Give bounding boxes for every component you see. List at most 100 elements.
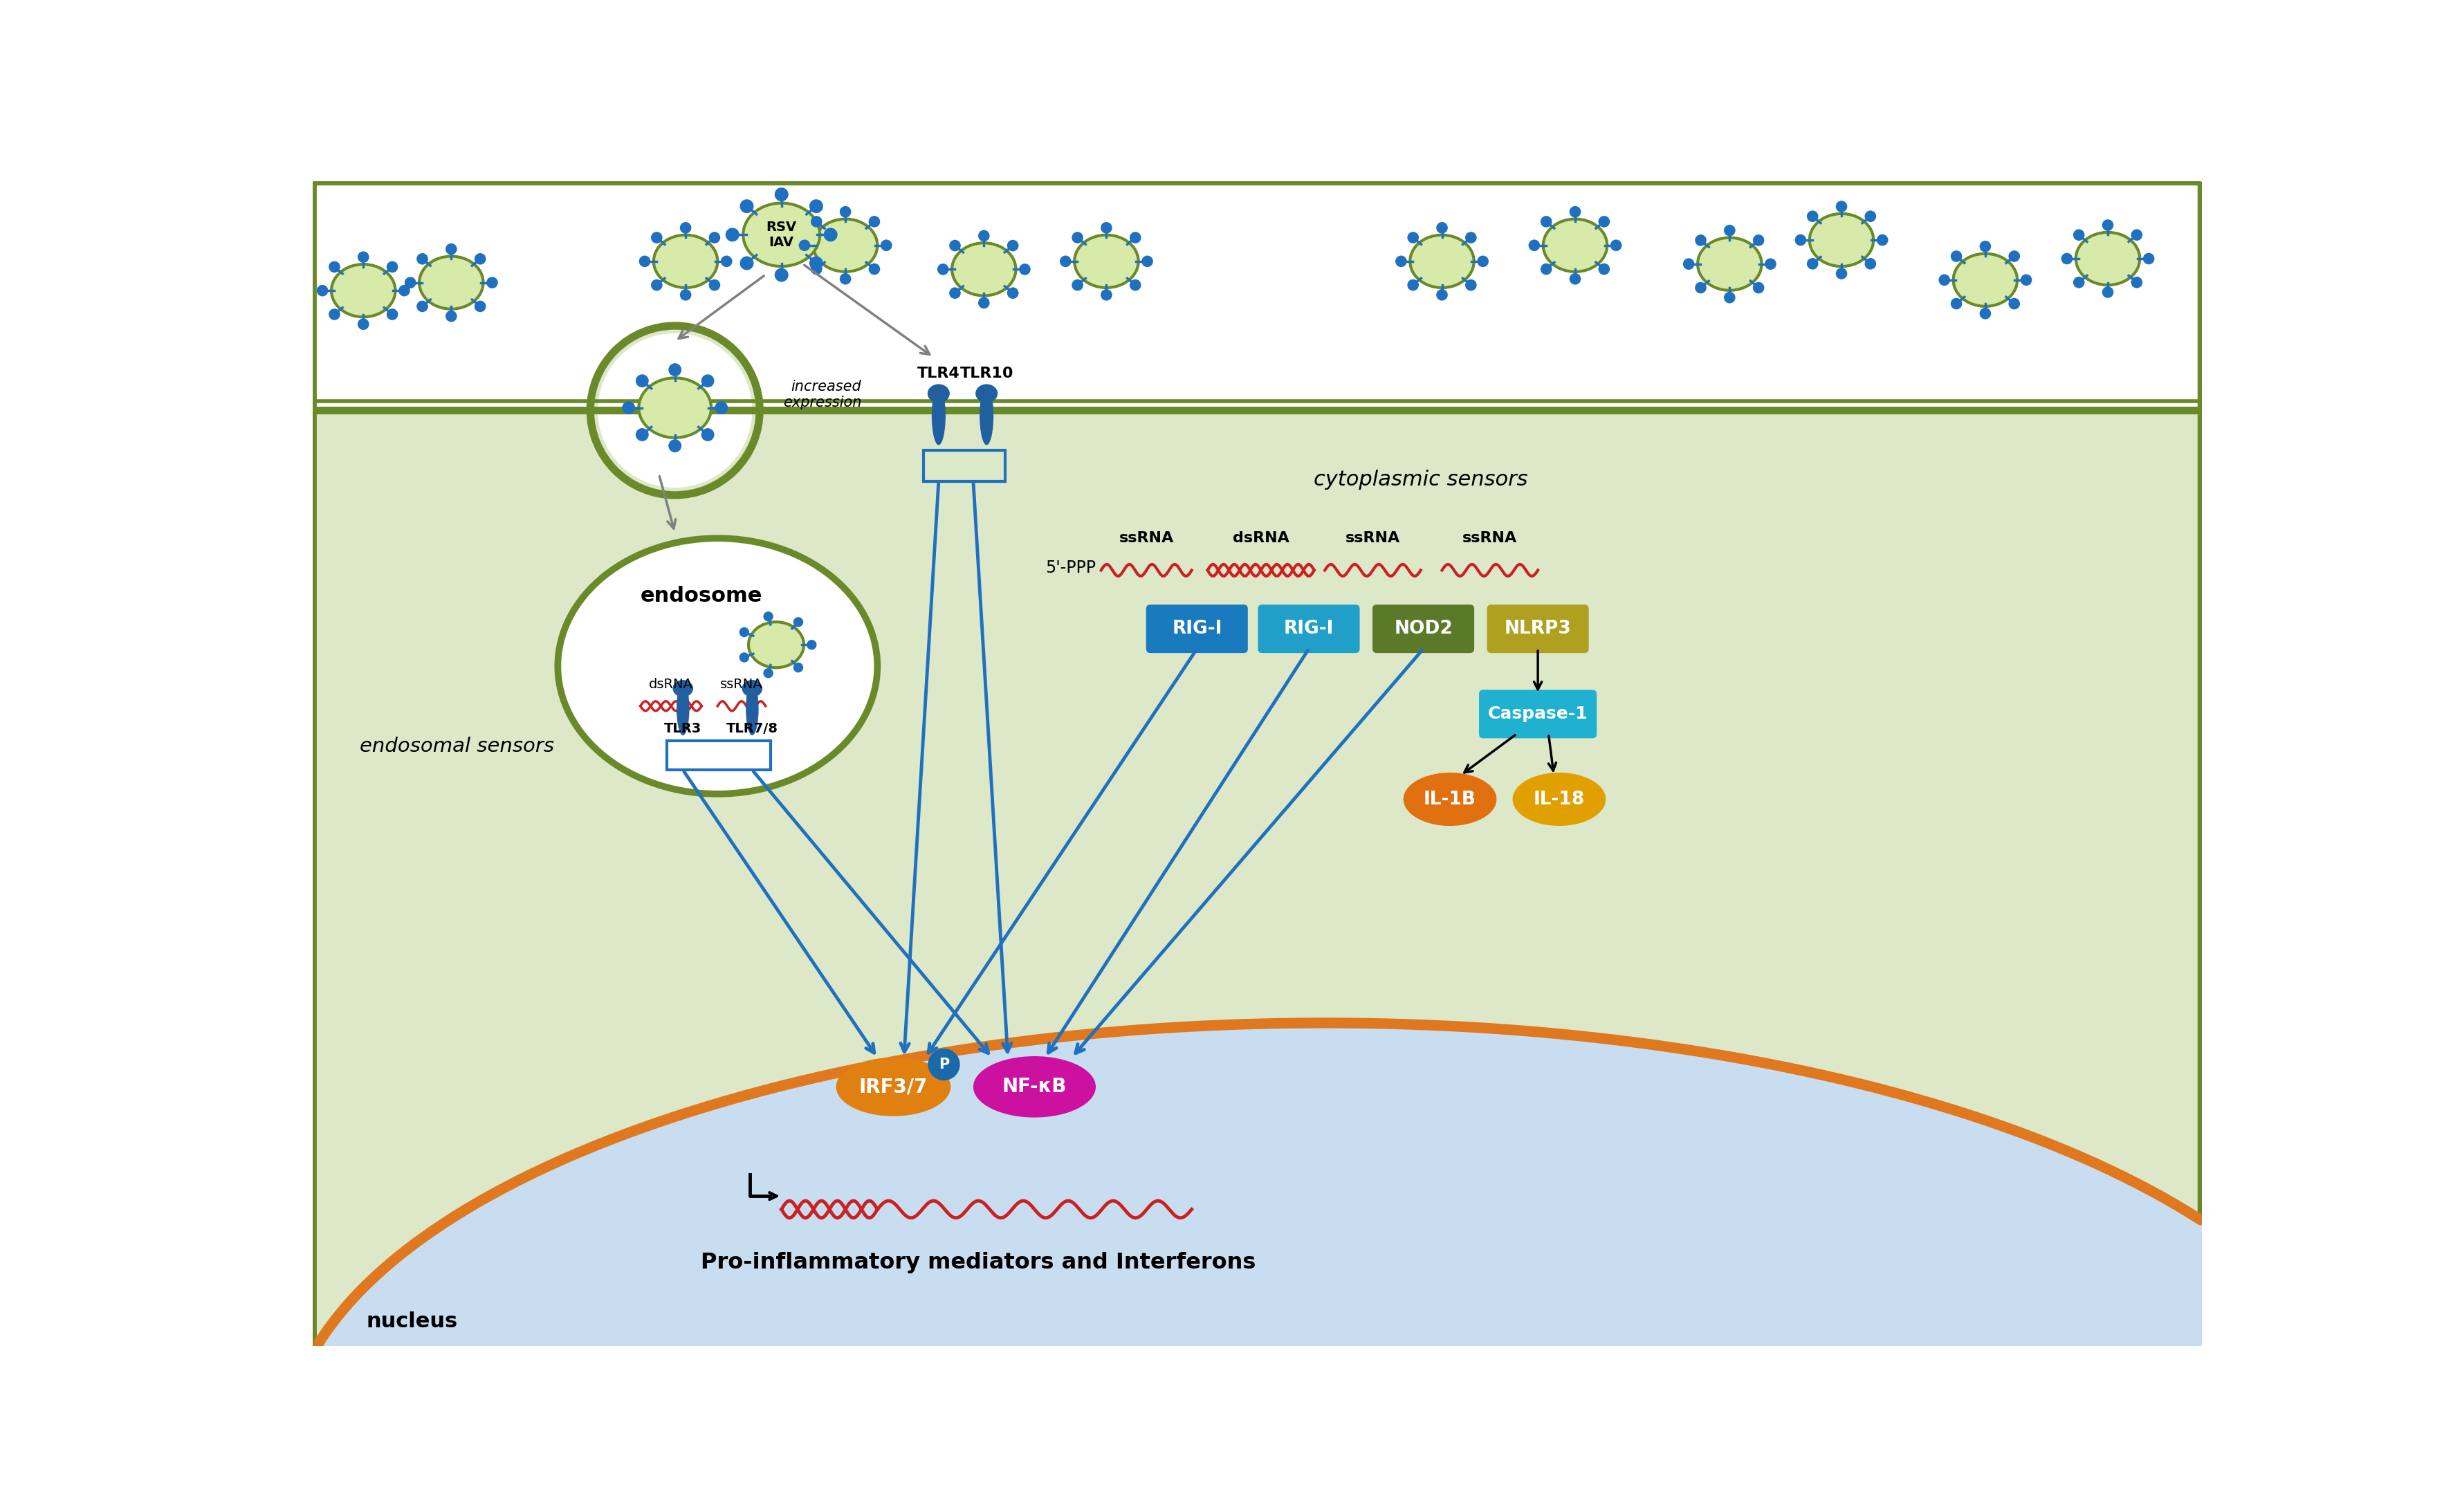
Circle shape <box>1695 234 1707 246</box>
Circle shape <box>839 206 851 218</box>
Circle shape <box>937 263 949 275</box>
Circle shape <box>812 216 822 227</box>
Text: cytoplasmic sensors: cytoplasmic sensors <box>1315 470 1528 490</box>
Text: P: P <box>939 1057 949 1072</box>
Ellipse shape <box>287 1024 2365 1512</box>
Ellipse shape <box>976 384 998 402</box>
Ellipse shape <box>677 682 689 735</box>
Ellipse shape <box>1074 234 1138 287</box>
Circle shape <box>1128 280 1141 290</box>
Text: IL-18: IL-18 <box>1533 791 1585 809</box>
Circle shape <box>702 428 714 442</box>
Text: ssRNA: ssRNA <box>1344 531 1401 546</box>
Circle shape <box>2021 274 2031 286</box>
Circle shape <box>358 319 368 330</box>
Circle shape <box>1072 280 1084 290</box>
Circle shape <box>1695 281 1707 293</box>
Text: endosome: endosome <box>640 585 763 606</box>
Circle shape <box>800 239 809 251</box>
Circle shape <box>650 231 662 243</box>
Circle shape <box>316 284 329 296</box>
Circle shape <box>702 375 714 387</box>
Circle shape <box>1864 210 1877 222</box>
Circle shape <box>1864 259 1877 269</box>
Circle shape <box>1599 216 1609 227</box>
Circle shape <box>1950 251 1962 262</box>
Circle shape <box>1141 256 1153 268</box>
Circle shape <box>709 280 721 290</box>
Bar <box>314 410 2203 1346</box>
Circle shape <box>358 251 368 263</box>
Text: Pro-inflammatory mediators and Interferons: Pro-inflammatory mediators and Interfero… <box>702 1252 1256 1273</box>
Circle shape <box>635 375 648 387</box>
Text: ssRNA: ssRNA <box>1119 531 1175 546</box>
Circle shape <box>1128 231 1141 243</box>
FancyBboxPatch shape <box>1374 605 1474 653</box>
Circle shape <box>868 263 881 275</box>
Circle shape <box>763 668 773 677</box>
Circle shape <box>1950 298 1962 310</box>
Circle shape <box>979 298 989 308</box>
Circle shape <box>775 268 787 281</box>
Circle shape <box>1724 225 1734 236</box>
Circle shape <box>721 256 733 268</box>
Circle shape <box>775 187 787 201</box>
Circle shape <box>473 301 486 311</box>
Circle shape <box>638 256 650 268</box>
Circle shape <box>726 228 738 242</box>
Ellipse shape <box>814 219 878 272</box>
Ellipse shape <box>1810 213 1874 266</box>
Circle shape <box>679 222 692 233</box>
Text: TLR7/8: TLR7/8 <box>726 723 778 735</box>
Circle shape <box>1877 234 1889 246</box>
Circle shape <box>1437 289 1447 301</box>
Circle shape <box>709 231 721 243</box>
Ellipse shape <box>2075 233 2139 286</box>
Text: NF-κB: NF-κB <box>1003 1077 1067 1096</box>
Text: endosomal sensors: endosomal sensors <box>361 736 554 756</box>
Circle shape <box>1980 308 1992 319</box>
Circle shape <box>2132 230 2141 240</box>
Circle shape <box>329 262 341 272</box>
Circle shape <box>446 310 456 322</box>
Circle shape <box>812 263 822 275</box>
Circle shape <box>2061 253 2073 265</box>
Circle shape <box>650 280 662 290</box>
Circle shape <box>1008 240 1018 251</box>
Ellipse shape <box>672 680 694 697</box>
Text: Caspase-1: Caspase-1 <box>1489 706 1587 723</box>
Text: ssRNA: ssRNA <box>721 677 763 691</box>
Circle shape <box>599 333 753 488</box>
FancyBboxPatch shape <box>1258 605 1359 653</box>
Ellipse shape <box>1543 219 1607 272</box>
Circle shape <box>1724 292 1734 304</box>
Circle shape <box>1396 256 1408 268</box>
Circle shape <box>1980 240 1992 253</box>
Ellipse shape <box>1514 773 1607 826</box>
Circle shape <box>1683 259 1695 269</box>
Circle shape <box>979 230 989 242</box>
Ellipse shape <box>557 538 878 794</box>
Ellipse shape <box>741 680 763 697</box>
Circle shape <box>486 277 498 289</box>
Circle shape <box>1570 274 1580 284</box>
Circle shape <box>738 627 748 637</box>
Circle shape <box>807 640 817 650</box>
Circle shape <box>1101 289 1111 301</box>
Circle shape <box>927 1048 959 1081</box>
Circle shape <box>2102 286 2114 298</box>
Circle shape <box>1938 274 1950 286</box>
Ellipse shape <box>419 256 483 308</box>
Circle shape <box>1528 239 1540 251</box>
Text: TLR10: TLR10 <box>959 366 1013 380</box>
Ellipse shape <box>746 682 758 735</box>
Circle shape <box>809 200 824 213</box>
Ellipse shape <box>932 387 944 445</box>
Circle shape <box>1018 263 1030 275</box>
Circle shape <box>397 284 410 296</box>
Text: NOD2: NOD2 <box>1393 620 1452 638</box>
Circle shape <box>1754 234 1764 246</box>
Ellipse shape <box>836 1057 952 1116</box>
Circle shape <box>1072 231 1084 243</box>
Ellipse shape <box>331 265 395 318</box>
